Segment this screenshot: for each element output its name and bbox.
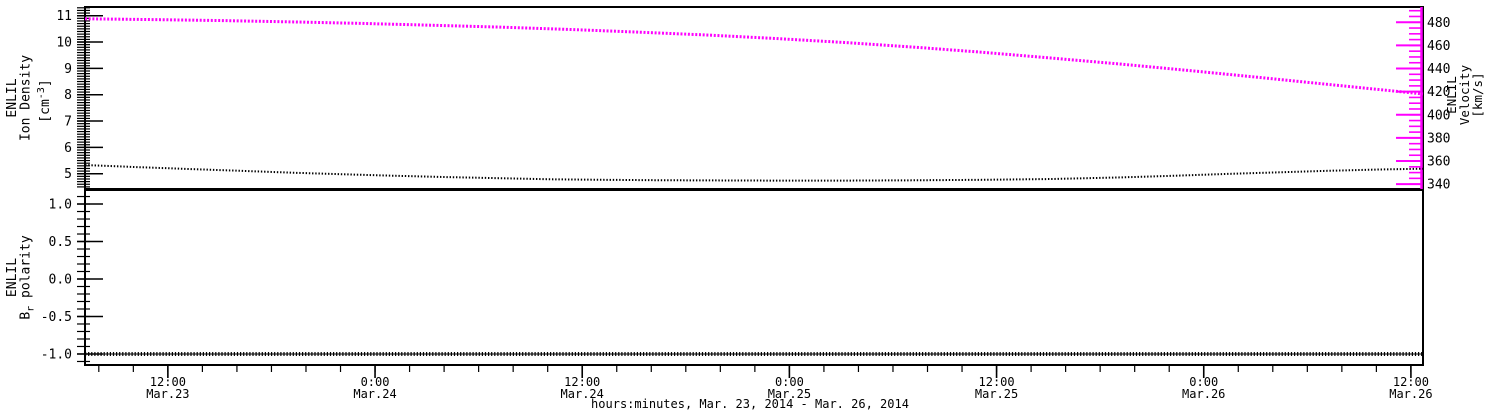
density-axis-title: Ion Density xyxy=(19,55,34,141)
x-tick-time-label: 12:00 xyxy=(979,375,1015,389)
x-axis-title: hours:minutes, Mar. 23, 2014 - Mar. 26, … xyxy=(591,397,909,410)
velocity-tick-label: 480 xyxy=(1427,16,1450,31)
x-tick-date-label: Mar.23 xyxy=(146,387,189,401)
x-tick-time-label: 12:00 xyxy=(1393,375,1429,389)
top-panel-frame xyxy=(84,6,1424,190)
velocity-tick-label: 380 xyxy=(1427,131,1450,146)
x-tick-date-label: Mar.25 xyxy=(768,387,811,401)
x-tick-date-label: Mar.24 xyxy=(353,387,396,401)
density-tick-label: 7 xyxy=(64,115,72,130)
x-tick-date-label: Mar.26 xyxy=(1389,387,1432,401)
density-velocity-panel: 567891011340360380400420440460480ENLILIo… xyxy=(5,6,1485,193)
velocity-tick-label: 400 xyxy=(1427,108,1450,123)
velocity-axis-title: Velocity xyxy=(1457,64,1472,125)
density-tick-label: 6 xyxy=(64,141,72,156)
ion-density-series xyxy=(84,164,1424,182)
velocity-tick-label: 440 xyxy=(1427,62,1450,77)
polarity-tick-label: -1.0 xyxy=(41,347,72,362)
velocity-axis-title: [km/s] xyxy=(1470,72,1485,117)
density-tick-label: 9 xyxy=(64,62,72,77)
x-tick-time-label: 0:00 xyxy=(775,375,804,389)
polarity-tick-label: -0.5 xyxy=(41,310,72,325)
x-tick-date-label: Mar.25 xyxy=(975,387,1018,401)
x-tick-date-label: Mar.24 xyxy=(561,387,604,401)
x-tick-time-label: 12:00 xyxy=(150,375,186,389)
velocity-tick-label: 460 xyxy=(1427,39,1450,54)
density-tick-label: 5 xyxy=(64,167,72,182)
polarity-axis-title: Br polarity xyxy=(19,235,37,319)
velocity-axis-title: ENLIL xyxy=(1444,76,1459,114)
velocity-tick-label: 360 xyxy=(1427,155,1450,170)
polarity-axis-title: ENLIL xyxy=(5,258,20,297)
x-tick-time-label: 0:00 xyxy=(1189,375,1218,389)
x-axis: 12:00Mar.230:00Mar.2412:00Mar.240:00Mar.… xyxy=(98,365,1433,410)
polarity-tick-label: 0.0 xyxy=(49,272,72,287)
x-tick-time-label: 12:00 xyxy=(564,375,600,389)
x-tick-time-label: 0:00 xyxy=(361,375,390,389)
bottom-panel-frame xyxy=(84,189,1424,366)
density-axis-unit: [cm-3] xyxy=(36,79,53,122)
density-tick-label: 8 xyxy=(64,88,72,103)
velocity-tick-label: 420 xyxy=(1427,85,1450,100)
velocity-tick-label: 340 xyxy=(1427,178,1450,193)
polarity-tick-label: 0.5 xyxy=(49,235,72,250)
density-tick-label: 10 xyxy=(56,36,72,51)
density-axis-title: ENLIL xyxy=(5,78,20,117)
polarity-tick-label: 1.0 xyxy=(49,198,72,213)
density-tick-label: 11 xyxy=(56,9,72,24)
x-tick-date-label: Mar.26 xyxy=(1182,387,1225,401)
velocity-series xyxy=(84,17,1424,96)
